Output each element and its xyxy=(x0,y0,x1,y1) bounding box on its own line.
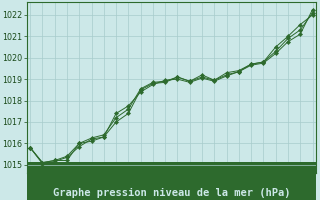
X-axis label: Graphe pression niveau de la mer (hPa): Graphe pression niveau de la mer (hPa) xyxy=(52,188,290,198)
